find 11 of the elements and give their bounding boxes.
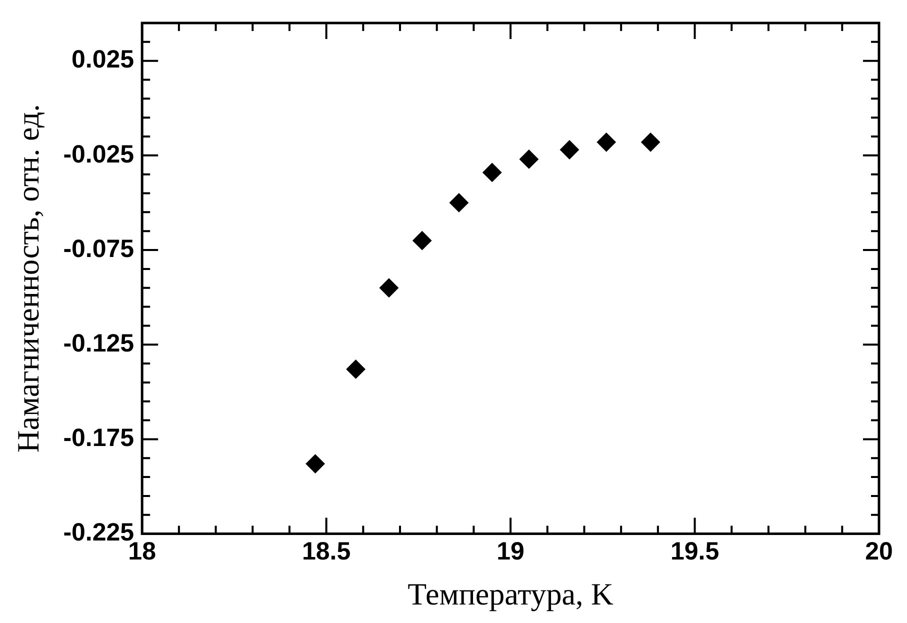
y-tick-label: -0.125 xyxy=(63,330,134,358)
y-tick-label: -0.175 xyxy=(63,424,134,452)
y-tick-label: -0.075 xyxy=(63,234,134,263)
x-tick-label: 19 xyxy=(496,538,524,566)
y-axis-title: Намагниченность, отн. ед. xyxy=(10,104,46,453)
x-tick-label: 19.5 xyxy=(670,538,720,566)
x-axis-title: Температура, K xyxy=(408,576,614,612)
x-tick-label: 18.5 xyxy=(302,538,351,566)
y-tick-label: -0.025 xyxy=(63,140,134,168)
y-tick-label: 0.025 xyxy=(72,46,134,74)
x-tick-label: 20 xyxy=(865,538,893,566)
